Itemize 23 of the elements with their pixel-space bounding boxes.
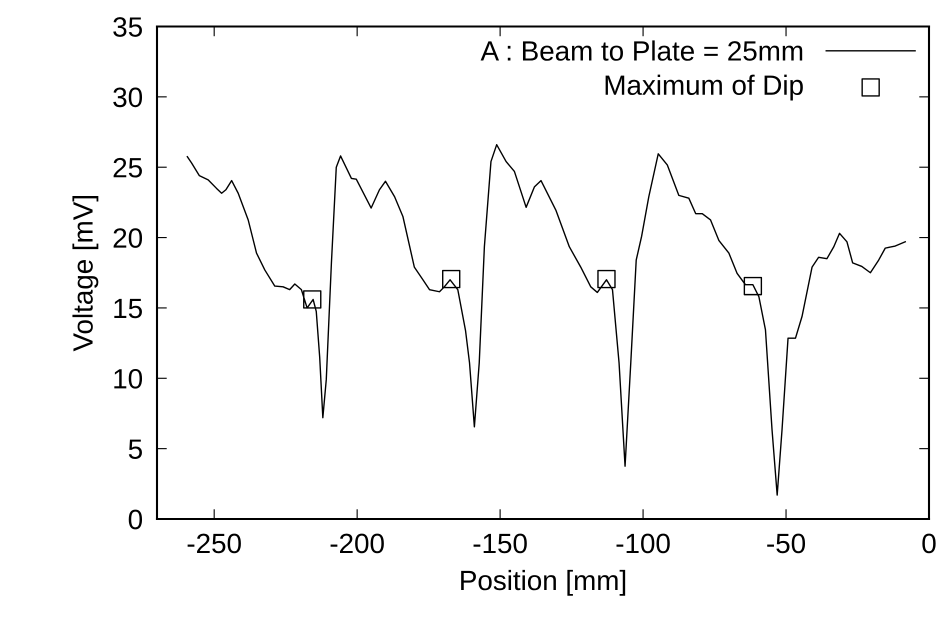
point bbox=[597, 270, 616, 288]
y-tick-label: 0 bbox=[128, 510, 142, 530]
point bbox=[303, 290, 322, 309]
point bbox=[442, 270, 460, 288]
x-axis-title: Position [mm] bbox=[461, 570, 626, 596]
y-tick-label: 20 bbox=[114, 228, 142, 248]
y-tick-label: 15 bbox=[114, 298, 142, 318]
x-tick-label: -250 bbox=[188, 534, 241, 554]
x-tick-label: 0 bbox=[922, 534, 936, 554]
y-axis-title: Voltage [mV] bbox=[72, 196, 98, 352]
y-tick-label: 25 bbox=[114, 158, 142, 178]
y-tick-label: 35 bbox=[113, 17, 142, 37]
y-tick-label: 5 bbox=[128, 440, 142, 459]
y-tick-label: 10 bbox=[114, 368, 142, 389]
x-tick-label: -100 bbox=[616, 534, 670, 554]
line-series bbox=[186, 144, 906, 496]
point bbox=[744, 276, 762, 296]
x-tick-label: -50 bbox=[767, 534, 806, 554]
x-tick-label: -200 bbox=[330, 534, 384, 554]
legend-label: A : Beam to Plate = 25mm bbox=[480, 40, 802, 61]
y-tick-label: 30 bbox=[113, 88, 142, 108]
x-tick-label: -150 bbox=[474, 534, 527, 554]
legend-label: Maximum of Dip bbox=[606, 74, 803, 101]
